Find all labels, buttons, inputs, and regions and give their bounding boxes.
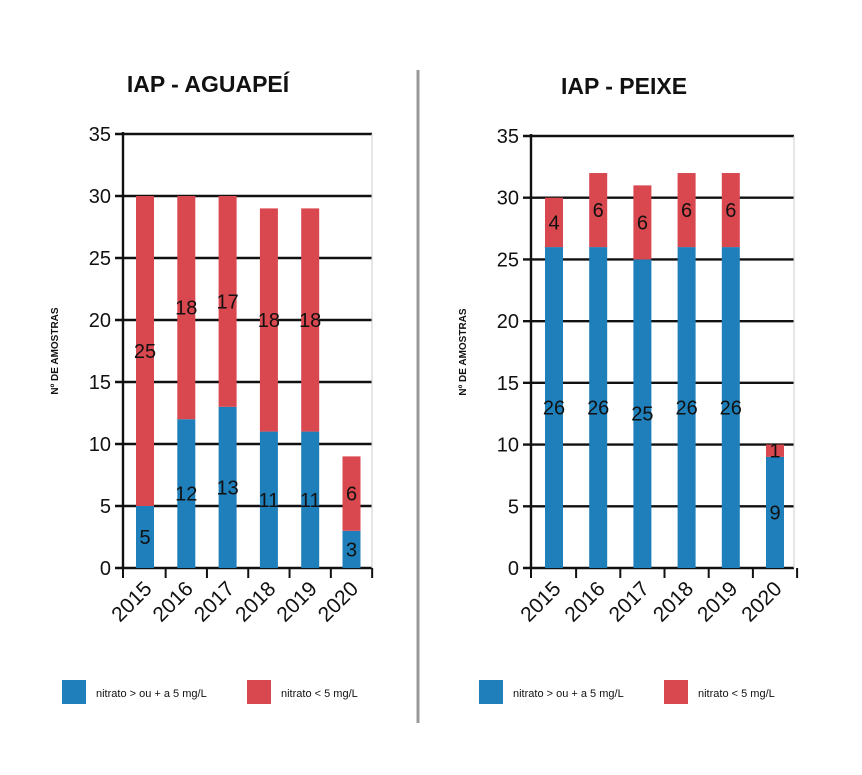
y-tick-label: 15 (89, 372, 111, 394)
bar-above-2018 (259, 431, 278, 568)
data-label: 3 (346, 539, 357, 561)
data-label: 11 (259, 490, 280, 512)
bar-above-2019 (301, 431, 320, 568)
x-tick-label: 2017 (605, 577, 654, 626)
bar-below-2018 (259, 208, 278, 432)
y-tick-label: 0 (100, 558, 111, 580)
data-label: 6 (681, 200, 692, 222)
bar-below-2016 (589, 173, 608, 248)
y-tick-label: 30 (497, 188, 519, 210)
legend-swatch (479, 680, 503, 704)
x-tick-label: 2018 (649, 577, 698, 626)
data-label: 18 (258, 310, 280, 332)
y-tick-label: 30 (89, 186, 111, 208)
y-tick-label: 10 (497, 435, 519, 457)
x-tick-label: 2020 (314, 577, 363, 626)
y-axis-label: Nº DE AMOSTRAS (50, 307, 61, 395)
chart-title: IAP - PEIXE (561, 73, 687, 99)
data-label: 6 (346, 484, 357, 506)
bar-below-2017 (218, 196, 237, 407)
x-tick-label: 2019 (693, 577, 742, 626)
chart-aguapei: IAP - AGUAPEÍ Nº DE AMOSTRAS 0 5 10 15 20 25 30 3… (50, 70, 374, 704)
bar-below-2015 (545, 197, 563, 248)
bar-below-2019 (721, 173, 740, 248)
bar-above-2015 (136, 506, 154, 568)
data-label: 18 (175, 298, 197, 320)
legend-label: nitrato > ou + a 5 mg/L (513, 688, 624, 700)
bar-above-2016 (589, 247, 608, 569)
y-tick-label: 10 (89, 434, 111, 456)
data-label: 1 (769, 441, 780, 463)
bar-above-2020 (342, 530, 361, 568)
data-label: 12 (175, 484, 197, 506)
bar-above-2017 (218, 406, 237, 568)
bar-below-2015 (136, 196, 154, 506)
data-label: 26 (543, 398, 565, 420)
x-tick-label: 2015 (107, 577, 156, 626)
y-tick-label: 5 (508, 496, 519, 518)
y-tick-label: 5 (100, 496, 111, 518)
x-tick-label: 2016 (149, 577, 198, 626)
data-label: 17 (216, 291, 238, 313)
data-label: 11 (300, 490, 321, 512)
chart-peixe: IAP - PEIXE Nº DE AMOSTRAS 0 5 10 15 20 25 30 35 2… (458, 73, 799, 704)
y-tick-label: 25 (497, 249, 519, 271)
data-label: 4 (548, 212, 559, 234)
data-label: 25 (134, 341, 156, 363)
x-tick-label: 2018 (231, 577, 280, 626)
bar-above-2019 (721, 247, 740, 569)
x-tick-label: 2015 (516, 577, 565, 626)
y-tick-label: 35 (89, 124, 111, 146)
data-label: 25 (631, 404, 653, 426)
legend-label: nitrato > ou + a 5 mg/L (96, 688, 207, 700)
bar-above-2015 (545, 247, 563, 569)
bar-above-2017 (633, 259, 652, 568)
data-label: 6 (593, 200, 604, 222)
data-label: 6 (637, 212, 648, 234)
x-tick-label: 2016 (560, 577, 609, 626)
bar-below-2020 (766, 444, 784, 457)
legend-swatch (247, 680, 271, 704)
x-tick-label: 2020 (737, 577, 786, 626)
y-tick-label: 35 (497, 126, 519, 148)
legend-swatch (664, 680, 688, 704)
chart-title: IAP - AGUAPEÍ (127, 70, 290, 97)
bar-below-2016 (177, 196, 196, 420)
data-label: 26 (720, 398, 742, 420)
y-tick-label: 25 (89, 248, 111, 270)
data-label: 26 (587, 398, 609, 420)
data-label: 26 (675, 398, 697, 420)
y-axis-label: Nº DE AMOSTRAS (458, 308, 469, 396)
bar-below-2020 (342, 456, 361, 531)
y-tick-label: 20 (89, 310, 111, 332)
x-tick-label: 2019 (272, 577, 321, 626)
bar-below-2019 (301, 208, 320, 432)
data-label: 9 (769, 502, 780, 524)
data-label: 18 (299, 310, 321, 332)
y-tick-label: 15 (497, 373, 519, 395)
bar-below-2017 (633, 185, 652, 260)
data-label: 5 (139, 527, 150, 549)
bar-below-2018 (677, 173, 696, 248)
data-label: 13 (216, 477, 238, 499)
bar-above-2018 (677, 247, 696, 569)
x-tick-label: 2017 (190, 577, 239, 626)
bar-above-2020 (766, 456, 784, 568)
y-tick-label: 0 (508, 558, 519, 580)
y-tick-label: 20 (497, 311, 519, 333)
data-label: 6 (725, 200, 736, 222)
bar-above-2016 (177, 419, 196, 568)
legend-label: nitrato < 5 mg/L (281, 688, 358, 700)
legend-swatch (62, 680, 86, 704)
legend-label: nitrato < 5 mg/L (698, 688, 775, 700)
